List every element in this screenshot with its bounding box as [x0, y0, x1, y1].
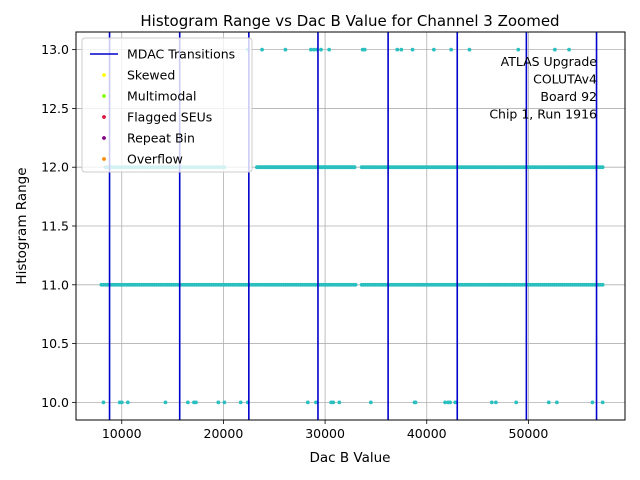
data-point: [410, 47, 415, 52]
legend-entry-label: Flagged SEUs: [127, 110, 212, 125]
data-point: [125, 400, 130, 405]
data-point: [516, 47, 521, 52]
board-annotation: ATLAS Upgrade COLUTAv4 Board 92 Chip 1, Run…: [489, 54, 597, 122]
data-point: [314, 400, 318, 405]
data-point: [216, 400, 221, 405]
data-point: [185, 400, 190, 405]
y-axis-ticks: 10.0 10.5 11.0 11.5 12.0 12.5 13.0: [41, 42, 76, 410]
data-point: [283, 47, 288, 52]
data-point: [590, 400, 595, 405]
data-point: [443, 400, 447, 405]
x-tick-label: 20000: [204, 426, 244, 441]
data-point: [101, 400, 106, 405]
legend-entry-label: Overflow: [127, 152, 183, 167]
data-point: [453, 400, 458, 405]
data-point: [431, 47, 436, 52]
legend-dot-swatch: [102, 157, 106, 161]
legend-dot-swatch: [102, 94, 106, 98]
data-point: [337, 400, 342, 405]
x-axis-ticks: 10000 20000 30000 40000 50000: [102, 420, 548, 441]
data-point: [493, 400, 498, 405]
data-point: [238, 400, 243, 405]
data-point: [308, 47, 313, 52]
data-point: [600, 165, 605, 170]
data-point: [119, 400, 124, 405]
annotation-line: COLUTAv4: [533, 72, 597, 87]
legend: MDAC Transitions Skewed Multimodal Flagged …: [81, 37, 253, 173]
y-tick-label: 11.5: [41, 219, 69, 234]
data-point: [554, 400, 559, 405]
x-tick-label: 50000: [509, 426, 549, 441]
annotation-line: Board 92: [540, 89, 597, 104]
y-tick-label: 13.0: [41, 42, 69, 57]
data-points: [99, 47, 605, 405]
data-point: [600, 282, 605, 287]
data-point: [319, 47, 323, 52]
x-tick-label: 10000: [102, 426, 142, 441]
data-point: [514, 400, 519, 405]
legend-dot-swatch: [102, 115, 106, 119]
data-point: [413, 400, 418, 405]
legend-box: [81, 37, 253, 173]
data-point: [331, 400, 336, 405]
legend-dot-swatch: [102, 136, 106, 140]
data-point: [449, 47, 454, 52]
x-axis-label: Dac B Value: [309, 450, 390, 466]
chart-title: Histogram Range vs Dac B Value for Chann…: [140, 12, 559, 30]
data-point: [260, 47, 264, 52]
y-tick-label: 11.0: [41, 277, 69, 292]
y-axis-label: Histogram Range: [14, 167, 30, 284]
data-point: [546, 400, 551, 405]
data-point: [395, 47, 400, 52]
annotation-line: Chip 1, Run 1916: [489, 107, 597, 122]
legend-entry-label: Multimodal: [127, 89, 196, 104]
y-tick-label: 10.5: [41, 336, 69, 351]
data-point: [600, 400, 605, 405]
y-tick-label: 10.0: [41, 395, 69, 410]
data-point: [362, 47, 367, 52]
y-tick-label: 12.0: [41, 160, 69, 175]
data-point: [194, 400, 198, 405]
legend-dot-swatch: [102, 73, 106, 77]
data-point: [399, 47, 404, 52]
legend-entry-label: Skewed: [127, 68, 175, 83]
data-point: [489, 400, 494, 405]
data-point: [312, 47, 316, 52]
x-tick-label: 30000: [305, 426, 345, 441]
y-tick-label: 12.5: [41, 101, 69, 116]
data-point: [467, 47, 472, 52]
data-point: [222, 400, 227, 405]
data-point: [552, 47, 557, 52]
annotation-line: ATLAS Upgrade: [501, 54, 598, 69]
data-point: [368, 400, 373, 405]
x-tick-label: 40000: [407, 426, 447, 441]
data-point: [327, 47, 332, 52]
data-point: [448, 400, 453, 405]
data-point: [352, 165, 357, 170]
data-point: [163, 400, 168, 405]
data-point: [567, 47, 571, 52]
legend-entry-label: Repeat Bin: [127, 131, 195, 146]
data-point: [353, 282, 358, 287]
legend-entry-label: MDAC Transitions: [127, 47, 235, 62]
data-point: [305, 400, 310, 405]
